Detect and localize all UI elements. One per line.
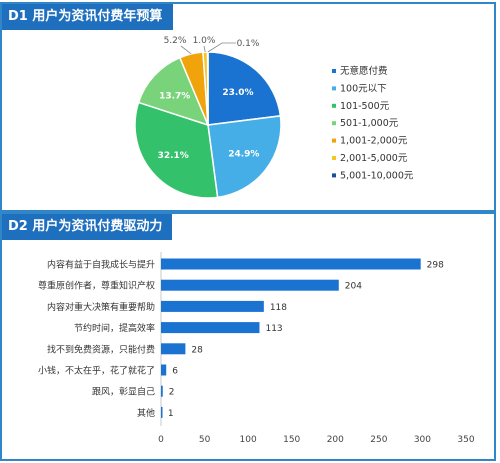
bar bbox=[161, 406, 163, 418]
bar-value-label: 6 bbox=[172, 367, 178, 377]
pie-slice-label: 0.1% bbox=[237, 39, 260, 49]
bar bbox=[161, 364, 167, 376]
x-tick-label: 350 bbox=[457, 435, 474, 445]
legend-label: 100元以下 bbox=[340, 83, 387, 94]
bar-chart-panel: D2 用户为资讯付费驱动力 bbox=[0, 212, 496, 461]
bar-value-label: 204 bbox=[345, 282, 362, 292]
bar bbox=[161, 300, 264, 312]
category-label: 内容对重大决策有重要帮助 bbox=[47, 301, 155, 313]
legend-swatch bbox=[332, 86, 336, 91]
pie-slice-label: 1.0% bbox=[193, 36, 216, 46]
bar-chart-title: D2 用户为资讯付费驱动力 bbox=[2, 214, 172, 240]
bar-value-label: 298 bbox=[427, 261, 444, 271]
pie-slice-label: 24.9% bbox=[228, 150, 259, 160]
bar-value-label: 118 bbox=[270, 303, 287, 313]
legend-label: 1,001-2,000元 bbox=[340, 136, 408, 147]
bar bbox=[161, 322, 260, 334]
legend-swatch bbox=[332, 103, 336, 108]
bar-value-label: 113 bbox=[265, 324, 282, 334]
pie-slice bbox=[134, 101, 219, 199]
legend-label: 5,001-10,000元 bbox=[340, 170, 414, 181]
legend-label: 101-500元 bbox=[340, 101, 390, 112]
bar-value-label: 28 bbox=[191, 345, 203, 355]
bar bbox=[161, 385, 163, 397]
x-tick-label: 50 bbox=[199, 435, 211, 445]
bar bbox=[161, 343, 186, 355]
bar-value-label: 1 bbox=[168, 409, 174, 419]
pie-chart: 23.0% 24.9% 32.1% 13.7% 5.2% 1.0% 0.1% 无意愿付费 100… bbox=[134, 36, 414, 199]
pie-leader-line bbox=[207, 42, 236, 53]
pie-slice-label: 5.2% bbox=[164, 36, 187, 46]
x-tick-label: 300 bbox=[414, 435, 431, 445]
category-label: 尊重原创作者，尊重知识产权 bbox=[38, 280, 155, 292]
x-tick-label: 150 bbox=[283, 435, 300, 445]
pie-leader-line bbox=[180, 45, 192, 55]
pie-slice-label: 23.0% bbox=[222, 88, 253, 98]
bar bbox=[161, 279, 339, 291]
pie-chart-title: D1 用户为资讯付费年预算 bbox=[2, 4, 173, 30]
category-label: 其他 bbox=[137, 407, 155, 419]
bar-value-label: 2 bbox=[169, 388, 175, 398]
pie-slice-label: 13.7% bbox=[159, 91, 190, 101]
pie-slice bbox=[207, 51, 282, 126]
category-label: 找不到免费资源，只能付费 bbox=[47, 343, 155, 355]
legend-swatch bbox=[332, 121, 336, 126]
category-label: 跟风，彰显自己 bbox=[92, 386, 155, 398]
legend-label: 2,001-5,000元 bbox=[340, 153, 408, 164]
bar bbox=[161, 258, 421, 270]
legend-swatch bbox=[332, 173, 336, 178]
category-label: 内容有益于自我成长与提升 bbox=[47, 259, 155, 271]
pie-leader-line bbox=[203, 45, 206, 53]
legend-swatch bbox=[332, 156, 336, 160]
legend-label: 501-1,000元 bbox=[340, 118, 399, 129]
legend-swatch bbox=[332, 69, 336, 73]
x-tick-label: 250 bbox=[370, 435, 387, 445]
legend-label: 无意愿付费 bbox=[340, 65, 388, 77]
pie-slice bbox=[137, 56, 210, 127]
x-tick-label: 200 bbox=[327, 435, 344, 445]
legend-swatch bbox=[332, 138, 336, 143]
pie-slice-label: 32.1% bbox=[158, 151, 189, 161]
x-tick-label: 0 bbox=[158, 435, 164, 445]
pie-slice bbox=[207, 115, 282, 199]
category-label: 小钱，不太在乎，花了就花了 bbox=[38, 365, 155, 377]
category-label: 节约时间，提高效率 bbox=[74, 322, 155, 334]
x-tick-label: 100 bbox=[240, 435, 257, 445]
